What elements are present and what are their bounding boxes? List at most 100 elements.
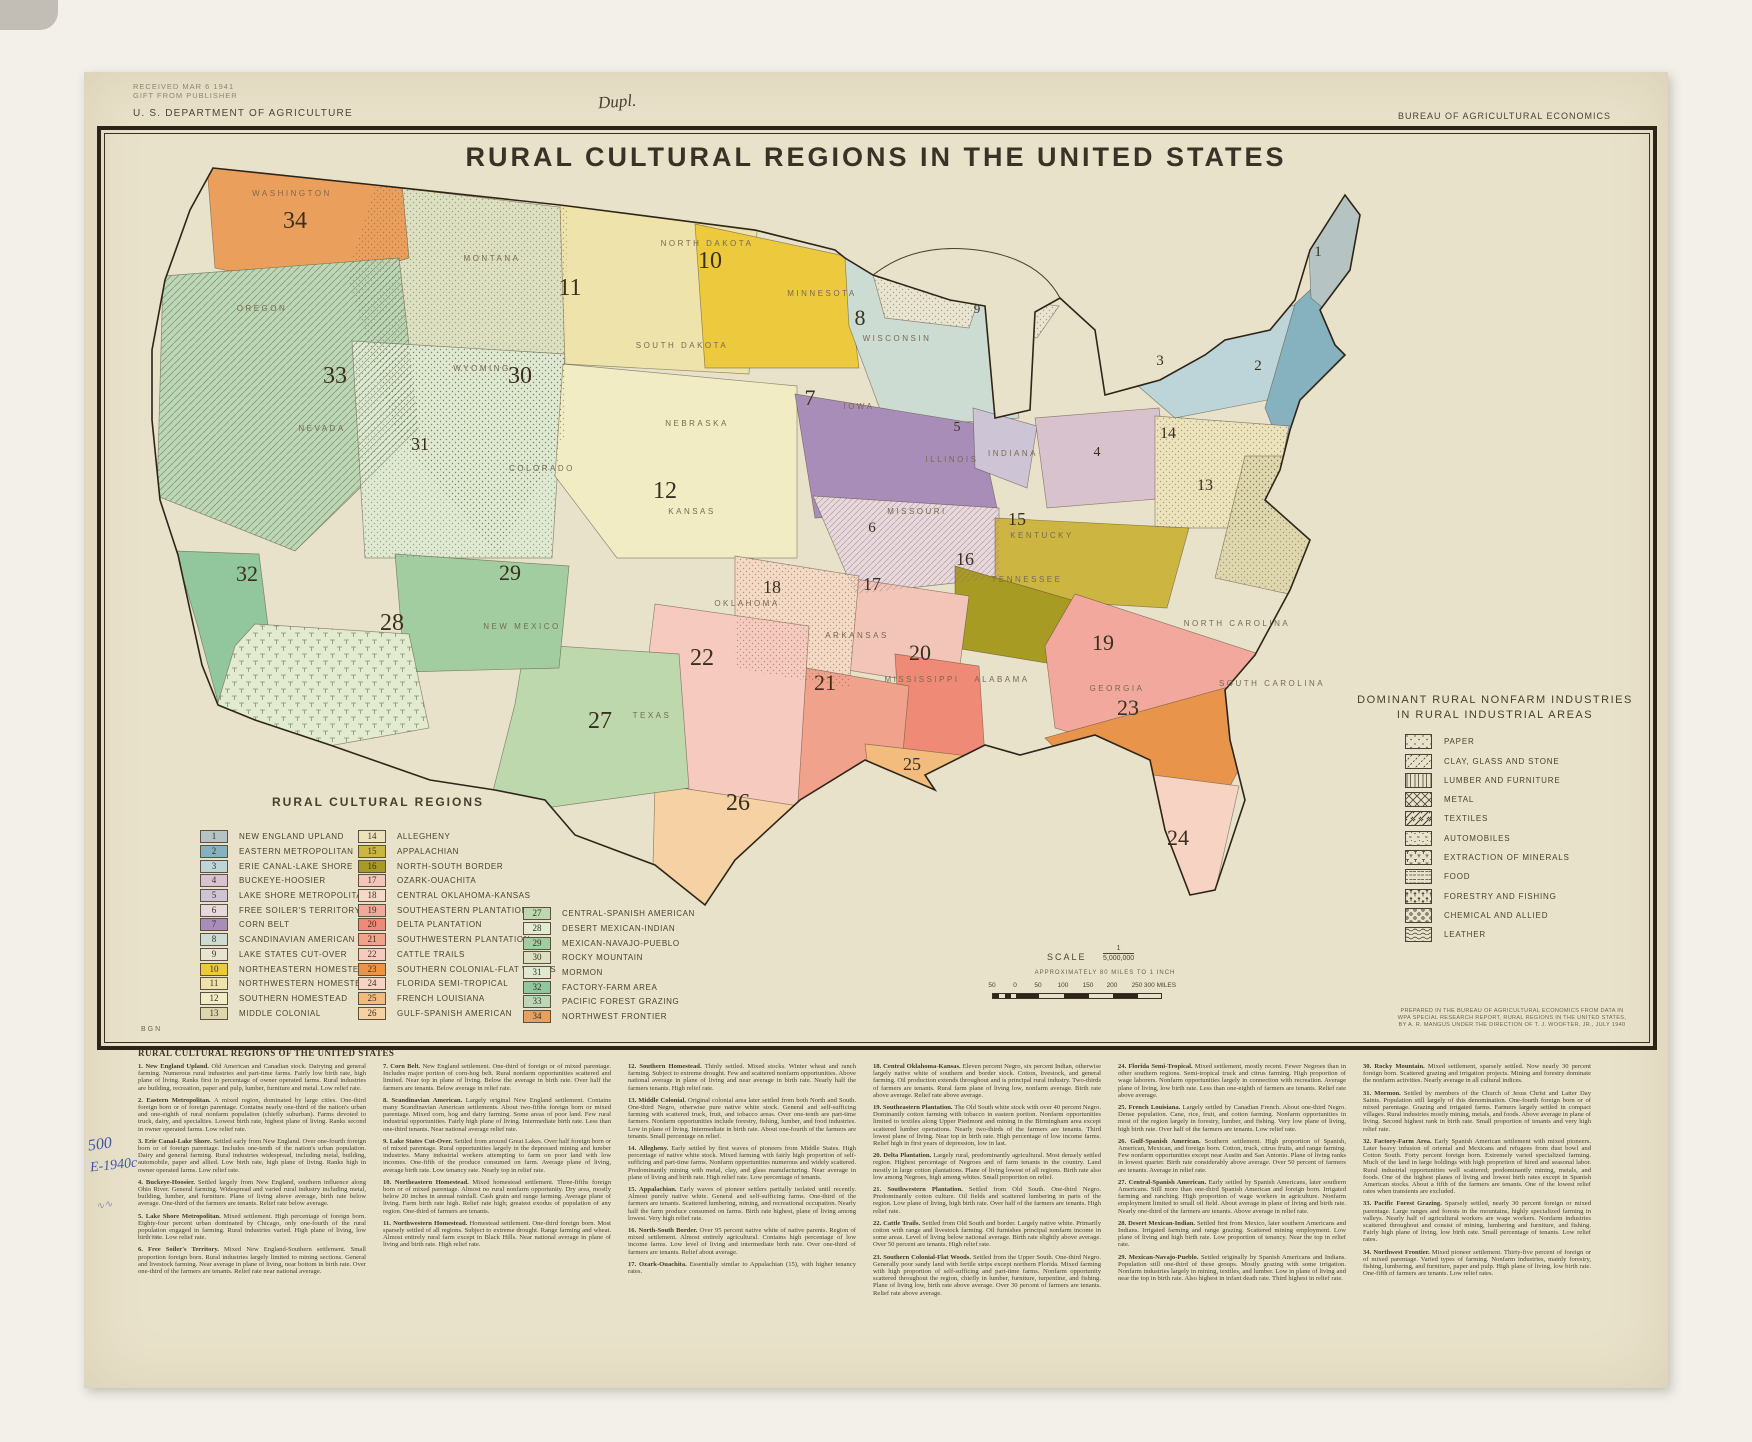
region-description-14: 14. Allegheny. Early settled by first wa…	[628, 1145, 856, 1181]
legend-item-region-32: 32 FACTORY-FARM AREA	[523, 979, 657, 994]
region-color-swatch: 28	[523, 921, 551, 935]
description-text: Thinly settled. Mixed stocks. Winter whe…	[628, 1063, 856, 1092]
description-text: Essentially similar to Appalachian (15),…	[628, 1260, 857, 1276]
description-region-name: New England Upland.	[145, 1063, 212, 1070]
region-legend-label: CENTRAL OKLAHOMA-KANSAS	[397, 891, 531, 901]
state-label-oregon: OREGON	[237, 304, 288, 313]
description-number: 5.	[138, 1212, 146, 1220]
scale-bar-segment	[1138, 994, 1161, 998]
industry-pattern-swatch	[1405, 772, 1432, 788]
region-legend-label: CENTRAL-SPANISH AMERICAN	[562, 909, 695, 919]
region-24-florida-semi-tropical	[1144, 773, 1240, 897]
region-description-34: 34. Northwest Frontier. Mixed pioneer se…	[1363, 1249, 1591, 1278]
state-label-indiana: INDIANA	[988, 449, 1038, 458]
description-region-name: Lake States Cut-Over.	[389, 1137, 455, 1145]
region-description-31: 31. Mormon. Settled by members of the Ch…	[1363, 1090, 1591, 1133]
region-color-swatch: 24	[358, 977, 386, 991]
legend-item-industry-food: FOOD	[1405, 868, 1470, 885]
region-legend-label: CATTLE TRAILS	[397, 949, 465, 959]
legend-item-region-18: 18 CENTRAL OKLAHOMA-KANSAS	[358, 887, 531, 903]
region-color-swatch: 5	[200, 889, 228, 903]
region-color-swatch: 10	[200, 962, 228, 976]
region-number-label-13: 13	[1197, 477, 1213, 494]
description-text: Early settled by first waves of pioneers…	[628, 1145, 856, 1181]
industry-pattern-swatch	[1405, 869, 1432, 885]
region-texture-overlay	[1155, 416, 1289, 528]
region-texture-overlay	[813, 496, 999, 594]
description-text: Settled from the Upper South. One-third …	[873, 1253, 1102, 1297]
region-number-label-23: 23	[1117, 695, 1139, 720]
region-color-swatch: 26	[358, 1006, 386, 1020]
region-legend-label: MORMON	[562, 968, 603, 978]
region-number-label-28: 28	[380, 610, 404, 636]
description-number: 34.	[1363, 1248, 1374, 1256]
region-description-13: 13. Middle Colonial. Original colonial a…	[628, 1097, 856, 1140]
handwritten-note: Dupl.	[597, 90, 637, 113]
scale-tick-label: 300 MILES	[1143, 982, 1177, 989]
us-regions-map: WASHINGTON OREGON MONTANA NORTH DAKOTA SOUTH…	[151, 167, 1361, 907]
industries-legend-title-line2: IN RURAL INDUSTRIAL AREAS	[1396, 709, 1594, 721]
region-legend-label: ERIE CANAL-LAKE SHORE	[239, 861, 353, 871]
description-region-name: Desert Mexican-Indian.	[1128, 1219, 1197, 1227]
legend-item-region-11: 11 NORTHWESTERN HOMESTEAD	[200, 975, 373, 991]
scale-bar-segment	[1064, 994, 1089, 998]
scale-bar-segment	[1039, 994, 1064, 998]
description-number: 17.	[628, 1260, 640, 1268]
region-color-swatch: 20	[358, 918, 386, 932]
region-legend-label: FRENCH LOUISIANA	[397, 993, 485, 1003]
legend-item-region-6: 6 FREE SOILER'S TERRITORY	[200, 902, 361, 917]
regions-legend-title: RURAL CULTURAL REGIONS	[272, 795, 484, 809]
region-number-label-24: 24	[1167, 825, 1189, 850]
region-color-swatch: 25	[358, 991, 386, 1005]
description-region-name: Buckeye-Hoosier.	[145, 1178, 198, 1186]
region-description-2: 2. Eastern Metropolitan. A mixed region,…	[138, 1097, 366, 1133]
region-color-swatch: 4	[200, 874, 228, 888]
description-region-name: Appalachian.	[638, 1186, 680, 1194]
region-legend-label: ALLEGHENY	[397, 832, 451, 842]
description-region-name: Eastern Metropolitan.	[146, 1096, 215, 1104]
description-number: 13.	[628, 1096, 639, 1104]
legend-item-industry-paper: PAPER	[1405, 733, 1475, 750]
industry-texture-overlays	[157, 185, 1329, 746]
region-color-swatch: 12	[200, 991, 228, 1005]
industry-pattern-swatch	[1405, 830, 1432, 846]
description-number: 14.	[628, 1145, 639, 1153]
description-region-name: Lake Shore Metropolitan.	[145, 1212, 224, 1220]
description-region-name: Allegheny.	[638, 1145, 672, 1153]
region-legend-label: APPALACHIAN	[397, 846, 460, 856]
region-color-swatch: 13	[200, 1006, 228, 1020]
industry-legend-label: CHEMICAL AND ALLIED	[1444, 910, 1549, 920]
description-region-name: Gulf-Spanish American.	[1130, 1137, 1205, 1145]
region-number-label-5: 5	[954, 420, 961, 435]
legend-item-region-31: 31 MORMON	[523, 964, 603, 980]
state-label-mississippi: MISSISSIPPI	[884, 675, 959, 684]
description-region-name: Erie Canal-Lake Shore.	[144, 1137, 214, 1145]
legend-item-region-1: 1 NEW ENGLAND UPLAND	[200, 828, 344, 844]
scale-tick-label: 150	[1082, 982, 1094, 989]
description-number: 30.	[1363, 1063, 1375, 1070]
region-number-label-11: 11	[558, 275, 581, 301]
scale-bar-segment	[1005, 994, 1011, 998]
state-label-nebraska: NEBRASKA	[665, 419, 729, 428]
industry-pattern-swatch	[1405, 927, 1432, 943]
region-number-label-22: 22	[690, 645, 714, 671]
legend-item-region-7: 7 CORN BELT	[200, 916, 290, 932]
description-text: Mixed settlement. High percentage of for…	[138, 1212, 366, 1242]
description-text: Mixed New England-Southern settlement. S…	[138, 1246, 366, 1276]
description-text: Southern settlement. High proportion of …	[1118, 1137, 1347, 1174]
description-text: Mixed homestead settlement. Three-fifths…	[383, 1178, 612, 1215]
handwritten-mark-2: ≈≈	[149, 1231, 160, 1242]
region-description-3: 3. Erie Canal-Lake Shore. Settled early …	[138, 1138, 366, 1174]
region-number-label-33: 33	[323, 363, 347, 389]
description-region-name: Northeastern Homestead.	[394, 1178, 473, 1186]
industry-legend-label: METAL	[1444, 795, 1475, 805]
region-number-label-19: 19	[1092, 630, 1114, 655]
description-text: Settled from around Great Lakes. Over ha…	[383, 1137, 611, 1174]
region-number-label-12: 12	[653, 478, 677, 504]
scale-tick-label: 50	[1034, 982, 1042, 989]
region-color-swatch: 19	[358, 903, 386, 917]
region-legend-label: CORN BELT	[239, 920, 290, 930]
description-text: Homestead settlement. One-third foreign …	[383, 1219, 611, 1249]
state-label-south-carolina: SOUTH CAROLINA	[1219, 679, 1325, 688]
description-number: 23.	[873, 1253, 884, 1261]
